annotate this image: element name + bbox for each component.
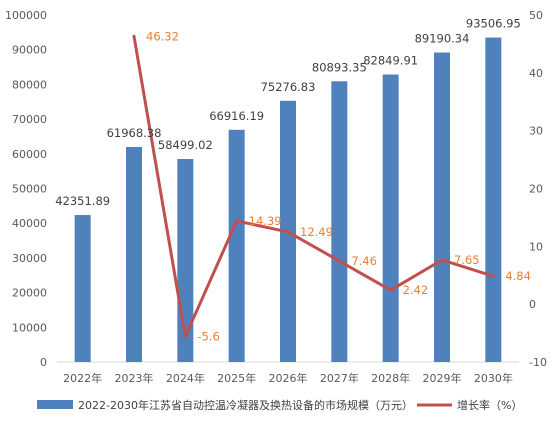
- y-left-tick-label: 30000: [12, 252, 47, 265]
- line-point: [440, 258, 444, 262]
- line-point: [389, 288, 393, 292]
- bar-data-label: 89190.34: [415, 32, 470, 46]
- y-right-tick-label: 40: [529, 67, 543, 80]
- y-right-tick-label: 0: [529, 298, 536, 311]
- bar: [126, 146, 142, 362]
- bar-data-label: 82849.91: [363, 54, 418, 68]
- line-point: [132, 34, 136, 38]
- bar: [382, 74, 399, 363]
- y-left-tick-label: 80000: [12, 78, 47, 91]
- line-data-label: 2.42: [403, 283, 429, 297]
- bar-data-label: 80893.35: [312, 60, 367, 74]
- line-point: [491, 274, 495, 278]
- y-left-tick-label: 100000: [5, 9, 47, 22]
- x-tick-label: 2029年: [423, 371, 462, 385]
- line-data-label: 46.32: [146, 29, 179, 43]
- y-left-tick-label: 40000: [12, 217, 47, 230]
- bar: [228, 129, 245, 362]
- bar: [434, 52, 450, 362]
- line-point: [235, 219, 239, 223]
- y-left-tick-label: 10000: [12, 321, 47, 334]
- bar-data-label: 58499.02: [158, 138, 213, 152]
- line-point: [337, 259, 341, 263]
- bar-data-label: 42351.89: [55, 194, 110, 208]
- line-data-label: 12.49: [300, 225, 333, 239]
- x-tick-label: 2024年: [166, 371, 205, 385]
- line-data-label: 7.46: [351, 254, 377, 268]
- y-right-tick-label: -10: [529, 356, 547, 369]
- bar-data-label: 93506.95: [466, 17, 521, 31]
- x-tick-label: 2028年: [371, 371, 410, 385]
- line-point: [286, 230, 290, 234]
- line-point: [183, 335, 187, 339]
- x-tick-label: 2023年: [115, 371, 154, 385]
- y-right-tick-label: 30: [529, 125, 543, 138]
- bar-data-label: 75276.83: [261, 80, 316, 94]
- y-right-tick-label: 50: [529, 9, 543, 22]
- x-tick-label: 2030年: [474, 371, 513, 385]
- y-left-tick-label: 70000: [12, 113, 47, 126]
- legend-swatch-bar: [37, 400, 73, 409]
- bar: [331, 81, 348, 362]
- x-tick-label: 2026年: [269, 371, 308, 385]
- line-data-label: 7.65: [454, 253, 480, 267]
- bar: [485, 37, 502, 362]
- y-right-tick-label: 10: [529, 240, 543, 253]
- x-tick-label: 2027年: [320, 371, 359, 385]
- line-data-label: 4.84: [505, 269, 531, 283]
- y-left-tick-label: 60000: [12, 148, 47, 161]
- y-left-tick-label: 90000: [12, 44, 47, 57]
- legend-label-line: 增长率（%）: [457, 398, 522, 412]
- line-data-label: -5.6: [197, 330, 219, 344]
- line-data-label: 14.39: [249, 214, 282, 228]
- x-tick-label: 2022年: [63, 371, 102, 385]
- bar-data-label: 66916.19: [209, 109, 264, 123]
- y-left-tick-label: 0: [40, 356, 47, 369]
- bar-data-label: 61968.38: [107, 126, 162, 140]
- growth-rate-line: [132, 36, 494, 339]
- x-tick-label: 2025年: [217, 371, 256, 385]
- y-right-tick-label: 20: [529, 183, 543, 196]
- legend-label-bar: 2022-2030年江苏省自动控温冷凝器及换热设备的市场规模（万元）: [78, 398, 413, 412]
- y-left-tick-label: 50000: [12, 183, 47, 196]
- bar: [74, 215, 91, 362]
- y-left-tick-label: 20000: [12, 287, 47, 300]
